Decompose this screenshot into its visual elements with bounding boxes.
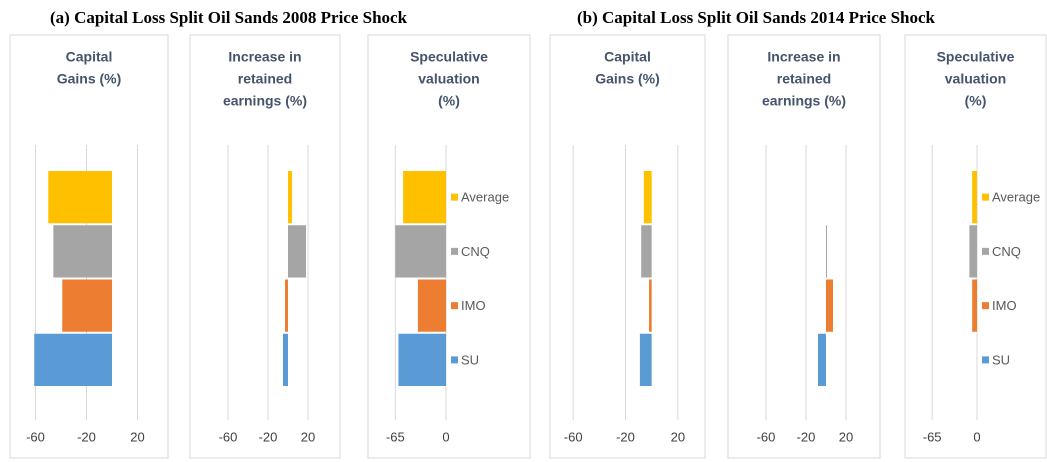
x-tick-label: 20 — [839, 429, 853, 444]
bar — [34, 333, 112, 386]
bar — [403, 171, 446, 224]
panel-title: earnings (%) — [223, 93, 307, 109]
bar — [48, 171, 112, 224]
x-tick-label: -20 — [616, 429, 635, 444]
x-tick-label: 20 — [130, 429, 144, 444]
panel-title: retained — [777, 71, 831, 87]
bar — [969, 225, 977, 278]
legend-label: Average — [992, 190, 1040, 205]
panel-title: valuation — [418, 71, 479, 87]
x-tick-label: 20 — [301, 429, 315, 444]
x-tick-label: -60 — [219, 429, 238, 444]
bar — [972, 171, 977, 224]
panel-title: Speculative — [410, 49, 488, 65]
bar — [972, 279, 977, 332]
panel-title: Gains (%) — [595, 71, 660, 87]
bar — [395, 225, 446, 278]
panel-border — [727, 34, 881, 459]
bar — [288, 171, 292, 224]
bar — [398, 333, 446, 386]
legend-swatch — [982, 247, 989, 255]
panel-border — [367, 34, 531, 459]
panel-title: Increase in — [228, 49, 301, 65]
panel-title: retained — [238, 71, 292, 87]
panel-title: Capital — [66, 49, 113, 65]
legend-swatch — [451, 247, 458, 255]
bar — [826, 279, 833, 332]
legend-swatch — [451, 302, 458, 310]
x-tick-label: -60 — [564, 429, 583, 444]
bar — [826, 225, 827, 278]
legend-swatch — [982, 193, 989, 201]
legend-swatch — [451, 193, 458, 201]
bar — [53, 225, 112, 278]
panel-title: Increase in — [767, 49, 840, 65]
legend-swatch — [982, 302, 989, 310]
bar — [283, 333, 288, 386]
panel-border — [549, 34, 706, 459]
x-tick-label: -60 — [757, 429, 776, 444]
panel-title: (%) — [965, 93, 987, 109]
x-tick-label: -20 — [259, 429, 278, 444]
bar — [649, 279, 652, 332]
x-tick-label: -65 — [386, 429, 405, 444]
panel-border — [9, 34, 169, 459]
panel-title: valuation — [945, 71, 1006, 87]
figure-title: (b) Capital Loss Split Oil Sands 2014 Pr… — [577, 8, 936, 27]
panel-title: Gains (%) — [57, 71, 122, 87]
panel-title: (%) — [438, 93, 460, 109]
legend-label: Average — [461, 190, 509, 205]
x-tick-label: -65 — [923, 429, 942, 444]
panel-border — [189, 34, 341, 459]
bar — [639, 333, 652, 386]
bar — [62, 279, 112, 332]
legend-swatch — [982, 356, 989, 364]
bar — [288, 225, 306, 278]
legend-swatch — [451, 356, 458, 364]
legend-label: CNQ — [461, 244, 490, 259]
panel-title: Capital — [604, 49, 651, 65]
bar — [818, 333, 826, 386]
bar — [285, 279, 288, 332]
figure-title: (a) Capital Loss Split Oil Sands 2008 Pr… — [50, 8, 408, 27]
legend-label: SU — [992, 352, 1010, 367]
x-tick-label: -20 — [797, 429, 816, 444]
x-tick-label: 0 — [442, 429, 449, 444]
x-tick-label: -60 — [26, 429, 45, 444]
x-tick-label: -20 — [77, 429, 96, 444]
panel-title: Speculative — [937, 49, 1015, 65]
x-tick-label: 20 — [671, 429, 685, 444]
x-tick-label: 0 — [973, 429, 980, 444]
legend-label: CNQ — [992, 244, 1021, 259]
legend-label: SU — [461, 352, 479, 367]
panel-border — [904, 34, 1047, 459]
panel-title: earnings (%) — [762, 93, 846, 109]
bar — [417, 279, 446, 332]
bar — [641, 225, 652, 278]
legend-label: IMO — [461, 298, 486, 313]
legend-label: IMO — [992, 298, 1017, 313]
bar — [643, 171, 652, 224]
